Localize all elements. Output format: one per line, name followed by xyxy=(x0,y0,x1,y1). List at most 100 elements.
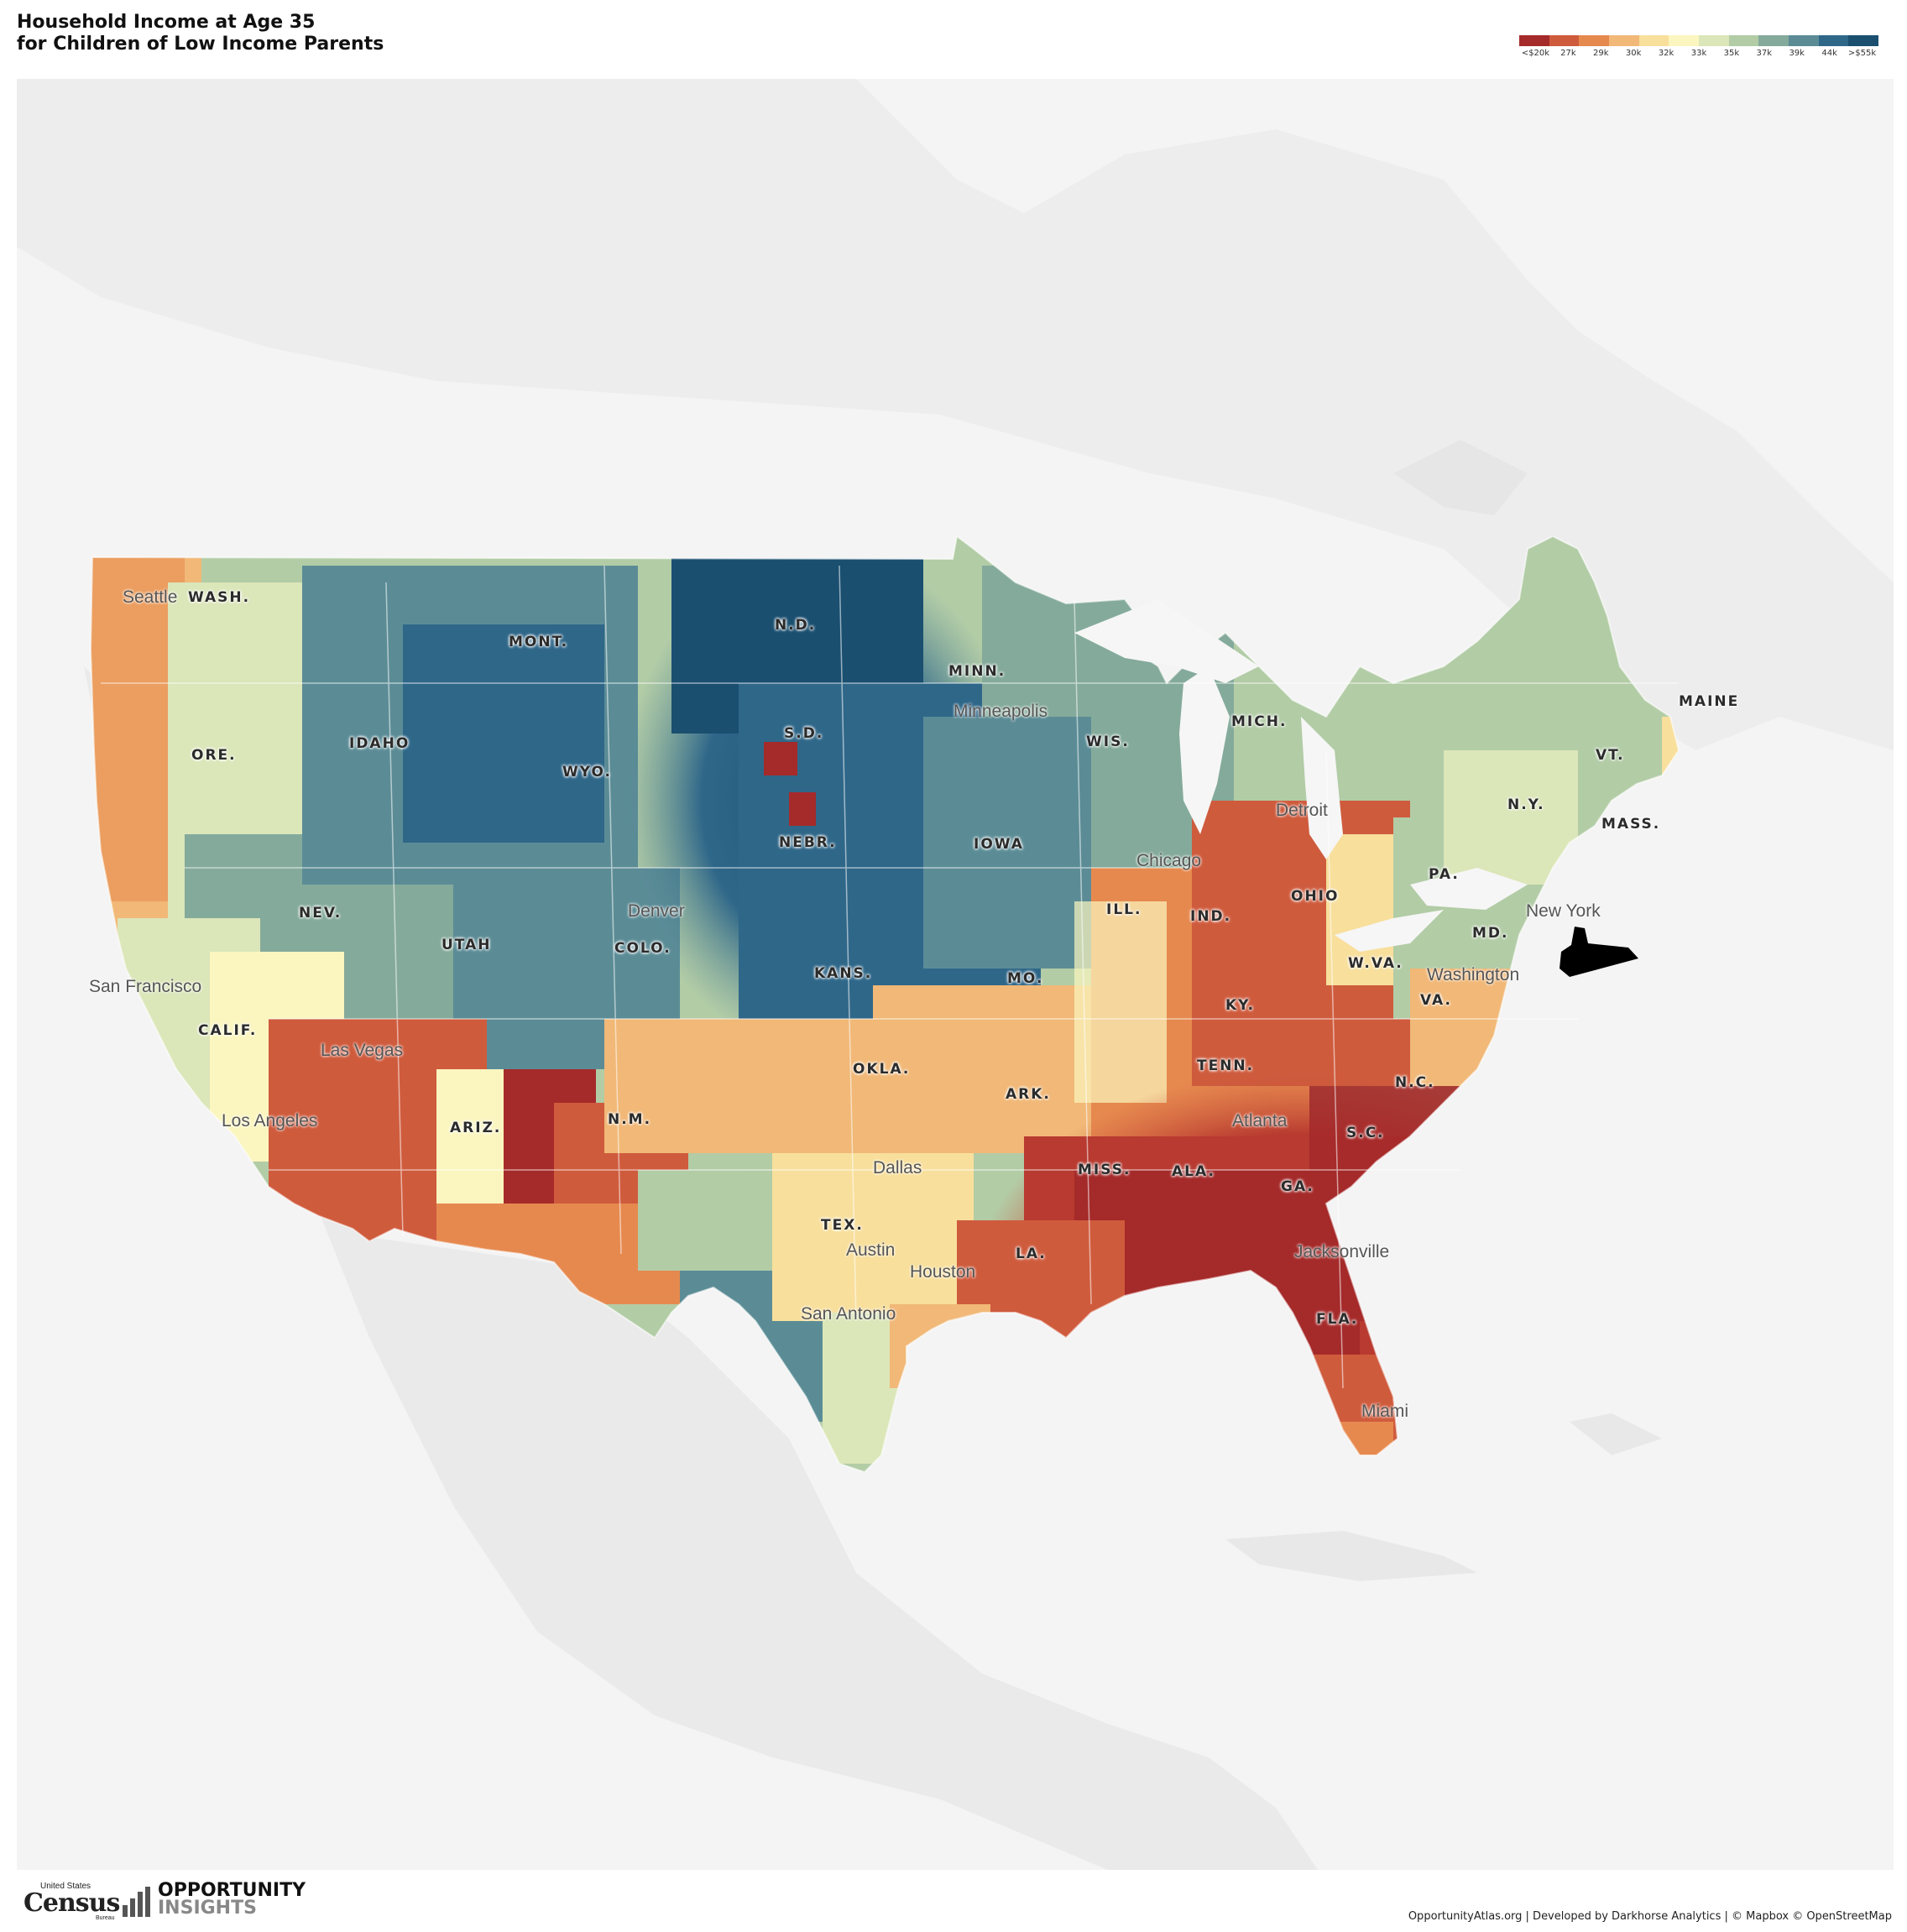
legend-label: 27k xyxy=(1560,49,1576,58)
city-label-washington: Washington xyxy=(1427,965,1520,984)
state-label-utah: UTAH xyxy=(441,937,492,953)
state-label-fla: FLA. xyxy=(1316,1311,1359,1328)
opportunity-insights-logo: OPPORTUNITY INSIGHTS xyxy=(158,1880,306,1919)
city-label-denver: Denver xyxy=(628,901,685,921)
legend-label: 30k xyxy=(1625,49,1642,58)
legend-label: <$20k xyxy=(1521,49,1550,58)
state-label-mont: MONT. xyxy=(509,634,569,650)
footer-logos: United States Census Bureau OPPORTUNITY … xyxy=(24,1878,342,1922)
title-line-1: Household Income at Age 35 xyxy=(17,12,316,33)
state-label-mich: MICH. xyxy=(1231,713,1288,730)
legend-swatch xyxy=(1699,35,1729,46)
opportunity-insights-icon xyxy=(123,1887,150,1917)
state-label-nc: N.C. xyxy=(1395,1074,1435,1091)
city-label-chicago: Chicago xyxy=(1136,851,1202,870)
legend-swatch xyxy=(1609,35,1639,46)
city-label-los-angeles: Los Angeles xyxy=(222,1111,318,1130)
state-label-nd: N.D. xyxy=(775,617,817,634)
city-label-new-york: New York xyxy=(1526,901,1601,921)
color-legend: <$20k 27k 29k 30k 32k 33k 35k 37k 39k 44… xyxy=(1519,35,1879,58)
state-label-ill: ILL. xyxy=(1106,901,1142,918)
new-york-highlight xyxy=(1560,927,1638,977)
city-label-seattle: Seattle xyxy=(123,587,178,607)
census-logo-top: United States xyxy=(40,1882,91,1891)
map-title: Household Income at Age 35 for Children … xyxy=(17,12,384,55)
oi-logo-line-1: OPPORTUNITY xyxy=(158,1880,306,1901)
map-canvas[interactable]: WASH. MONT. N.D. MINN. S.D. WIS. MICH. M… xyxy=(17,79,1894,1870)
state-label-ore: ORE. xyxy=(191,747,237,764)
city-label-houston: Houston xyxy=(910,1262,976,1282)
state-label-tex: TEX. xyxy=(821,1217,864,1234)
state-label-ariz: ARIZ. xyxy=(450,1120,502,1136)
city-label-dallas: Dallas xyxy=(873,1158,922,1177)
city-label-san-antonio: San Antonio xyxy=(801,1304,896,1324)
oi-logo-line-2: INSIGHTS xyxy=(158,1898,257,1919)
state-label-ark: ARK. xyxy=(1006,1086,1051,1103)
legend-label: 32k xyxy=(1658,49,1675,58)
state-label-ny: N.Y. xyxy=(1507,796,1545,813)
state-label-kans: KANS. xyxy=(814,965,873,982)
state-label-maine: MAINE xyxy=(1679,693,1740,710)
legend-label: 33k xyxy=(1690,49,1707,58)
legend-color-bar xyxy=(1519,35,1879,46)
legend-swatch xyxy=(1758,35,1789,46)
city-label-atlanta: Atlanta xyxy=(1232,1111,1288,1130)
state-label-wis: WIS. xyxy=(1086,734,1130,750)
legend-swatch xyxy=(1519,35,1549,46)
census-logo-word: Census xyxy=(24,1888,120,1918)
legend-label: 44k xyxy=(1821,49,1837,58)
state-label-calif: CALIF. xyxy=(198,1022,258,1039)
legend-swatch xyxy=(1848,35,1879,46)
state-label-mass: MASS. xyxy=(1601,816,1661,833)
state-label-sd: S.D. xyxy=(784,725,824,742)
legend-swatch xyxy=(1669,35,1700,46)
legend-label: >$55k xyxy=(1847,49,1877,58)
state-label-idaho: IDAHO xyxy=(349,735,410,752)
state-label-ala: ALA. xyxy=(1172,1163,1215,1180)
state-label-sc: S.C. xyxy=(1346,1125,1385,1141)
city-label-jacksonville: Jacksonville xyxy=(1294,1242,1390,1261)
state-label-nm: N.M. xyxy=(608,1111,652,1128)
state-label-colo: COLO. xyxy=(614,940,671,957)
state-label-wyo: WYO. xyxy=(562,764,612,781)
legend-swatch xyxy=(1549,35,1580,46)
state-label-minn: MINN. xyxy=(948,663,1006,680)
legend-label: 35k xyxy=(1723,49,1740,58)
state-label-md: MD. xyxy=(1472,925,1509,942)
state-label-okla: OKLA. xyxy=(853,1061,911,1078)
legend-label: 29k xyxy=(1593,49,1609,58)
state-label-nebr: NEBR. xyxy=(779,834,837,851)
state-label-ga: GA. xyxy=(1281,1178,1314,1195)
legend-swatch xyxy=(1818,35,1849,46)
legend-swatch xyxy=(1579,35,1610,46)
state-label-iowa: IOWA xyxy=(974,836,1024,853)
legend-labels: <$20k 27k 29k 30k 32k 33k 35k 37k 39k 44… xyxy=(1519,49,1878,58)
state-label-pa: PA. xyxy=(1429,866,1460,883)
legend-swatch xyxy=(1789,35,1819,46)
city-label-austin: Austin xyxy=(846,1240,896,1260)
state-label-ky: KY. xyxy=(1225,997,1256,1014)
city-label-detroit: Detroit xyxy=(1276,801,1328,820)
basemap xyxy=(17,79,1894,1870)
state-label-nev: NEV. xyxy=(299,905,342,922)
state-label-wash: WASH. xyxy=(188,589,251,606)
state-label-ohio: OHIO xyxy=(1291,888,1340,905)
state-label-tenn: TENN. xyxy=(1197,1057,1255,1074)
state-label-la: LA. xyxy=(1016,1245,1047,1262)
city-label-miami: Miami xyxy=(1361,1402,1408,1421)
state-label-ind: IND. xyxy=(1190,908,1232,925)
state-label-miss: MISS. xyxy=(1078,1162,1131,1178)
legend-swatch xyxy=(1728,35,1759,46)
state-label-wva: W.VA. xyxy=(1348,955,1403,972)
title-line-2: for Children of Low Income Parents xyxy=(17,34,384,55)
city-label-san-francisco: San Francisco xyxy=(89,977,202,996)
state-label-mo: MO. xyxy=(1007,970,1044,987)
state-label-va: VA. xyxy=(1420,992,1452,1009)
legend-label: 39k xyxy=(1789,49,1805,58)
city-label-las-vegas: Las Vegas xyxy=(321,1041,404,1060)
legend-swatch xyxy=(1638,35,1669,46)
state-label-vt: VT. xyxy=(1596,747,1625,764)
map-attribution[interactable]: OpportunityAtlas.org | Developed by Dark… xyxy=(1408,1910,1892,1923)
city-label-minneapolis: Minneapolis xyxy=(954,702,1048,721)
legend-label: 37k xyxy=(1756,49,1773,58)
